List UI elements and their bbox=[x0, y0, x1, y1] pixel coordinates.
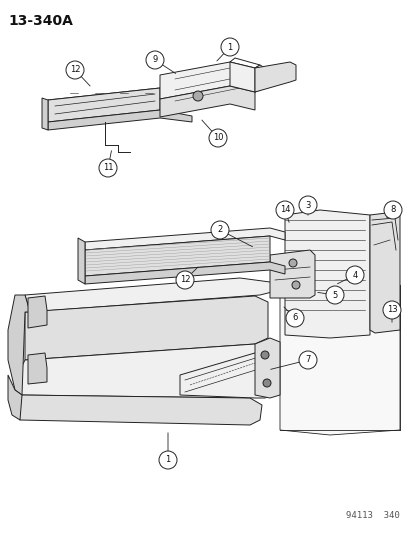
Circle shape bbox=[66, 61, 84, 79]
Polygon shape bbox=[8, 295, 30, 395]
Polygon shape bbox=[230, 62, 264, 92]
Text: 1: 1 bbox=[165, 456, 170, 464]
Polygon shape bbox=[48, 110, 192, 130]
Text: 9: 9 bbox=[152, 55, 157, 64]
Polygon shape bbox=[48, 88, 159, 122]
Polygon shape bbox=[25, 296, 267, 360]
Circle shape bbox=[159, 451, 177, 469]
Circle shape bbox=[209, 129, 226, 147]
Text: 94113  340: 94113 340 bbox=[345, 511, 399, 520]
Circle shape bbox=[146, 51, 164, 69]
Text: 11: 11 bbox=[102, 164, 113, 173]
Circle shape bbox=[262, 379, 271, 387]
Polygon shape bbox=[230, 58, 259, 68]
Polygon shape bbox=[369, 212, 399, 333]
Text: 13-340A: 13-340A bbox=[8, 14, 73, 28]
Circle shape bbox=[382, 301, 400, 319]
Circle shape bbox=[325, 286, 343, 304]
Polygon shape bbox=[85, 236, 269, 276]
Polygon shape bbox=[15, 344, 264, 398]
Circle shape bbox=[298, 351, 316, 369]
Polygon shape bbox=[78, 238, 85, 284]
Text: 14: 14 bbox=[279, 206, 290, 214]
Text: 3: 3 bbox=[304, 200, 310, 209]
Text: 7: 7 bbox=[304, 356, 310, 365]
Polygon shape bbox=[284, 210, 369, 338]
Polygon shape bbox=[25, 278, 279, 312]
Polygon shape bbox=[48, 88, 192, 107]
Polygon shape bbox=[279, 285, 399, 435]
Polygon shape bbox=[180, 350, 269, 398]
Polygon shape bbox=[85, 228, 284, 250]
Text: 6: 6 bbox=[292, 313, 297, 322]
Circle shape bbox=[291, 281, 299, 289]
Polygon shape bbox=[28, 353, 47, 384]
Polygon shape bbox=[254, 338, 279, 398]
Circle shape bbox=[275, 201, 293, 219]
Circle shape bbox=[192, 91, 202, 101]
Text: 12: 12 bbox=[179, 276, 190, 285]
Polygon shape bbox=[15, 395, 261, 425]
Polygon shape bbox=[85, 262, 284, 284]
Circle shape bbox=[285, 309, 303, 327]
Polygon shape bbox=[269, 250, 314, 298]
Text: 2: 2 bbox=[217, 225, 222, 235]
Circle shape bbox=[383, 201, 401, 219]
Polygon shape bbox=[42, 98, 48, 130]
Circle shape bbox=[288, 259, 296, 267]
Polygon shape bbox=[159, 62, 254, 99]
Polygon shape bbox=[28, 296, 47, 328]
Circle shape bbox=[221, 38, 238, 56]
Circle shape bbox=[176, 271, 194, 289]
Polygon shape bbox=[254, 68, 267, 92]
Circle shape bbox=[298, 196, 316, 214]
Circle shape bbox=[211, 221, 228, 239]
Polygon shape bbox=[254, 62, 295, 92]
Text: 8: 8 bbox=[389, 206, 395, 214]
Circle shape bbox=[345, 266, 363, 284]
Text: 12: 12 bbox=[69, 66, 80, 75]
Text: 13: 13 bbox=[386, 305, 396, 314]
Text: 1: 1 bbox=[227, 43, 232, 52]
Polygon shape bbox=[159, 86, 254, 117]
Text: 10: 10 bbox=[212, 133, 223, 142]
Polygon shape bbox=[8, 375, 22, 420]
Text: 4: 4 bbox=[351, 271, 357, 279]
Circle shape bbox=[260, 351, 268, 359]
Circle shape bbox=[99, 159, 117, 177]
Text: 5: 5 bbox=[332, 290, 337, 300]
